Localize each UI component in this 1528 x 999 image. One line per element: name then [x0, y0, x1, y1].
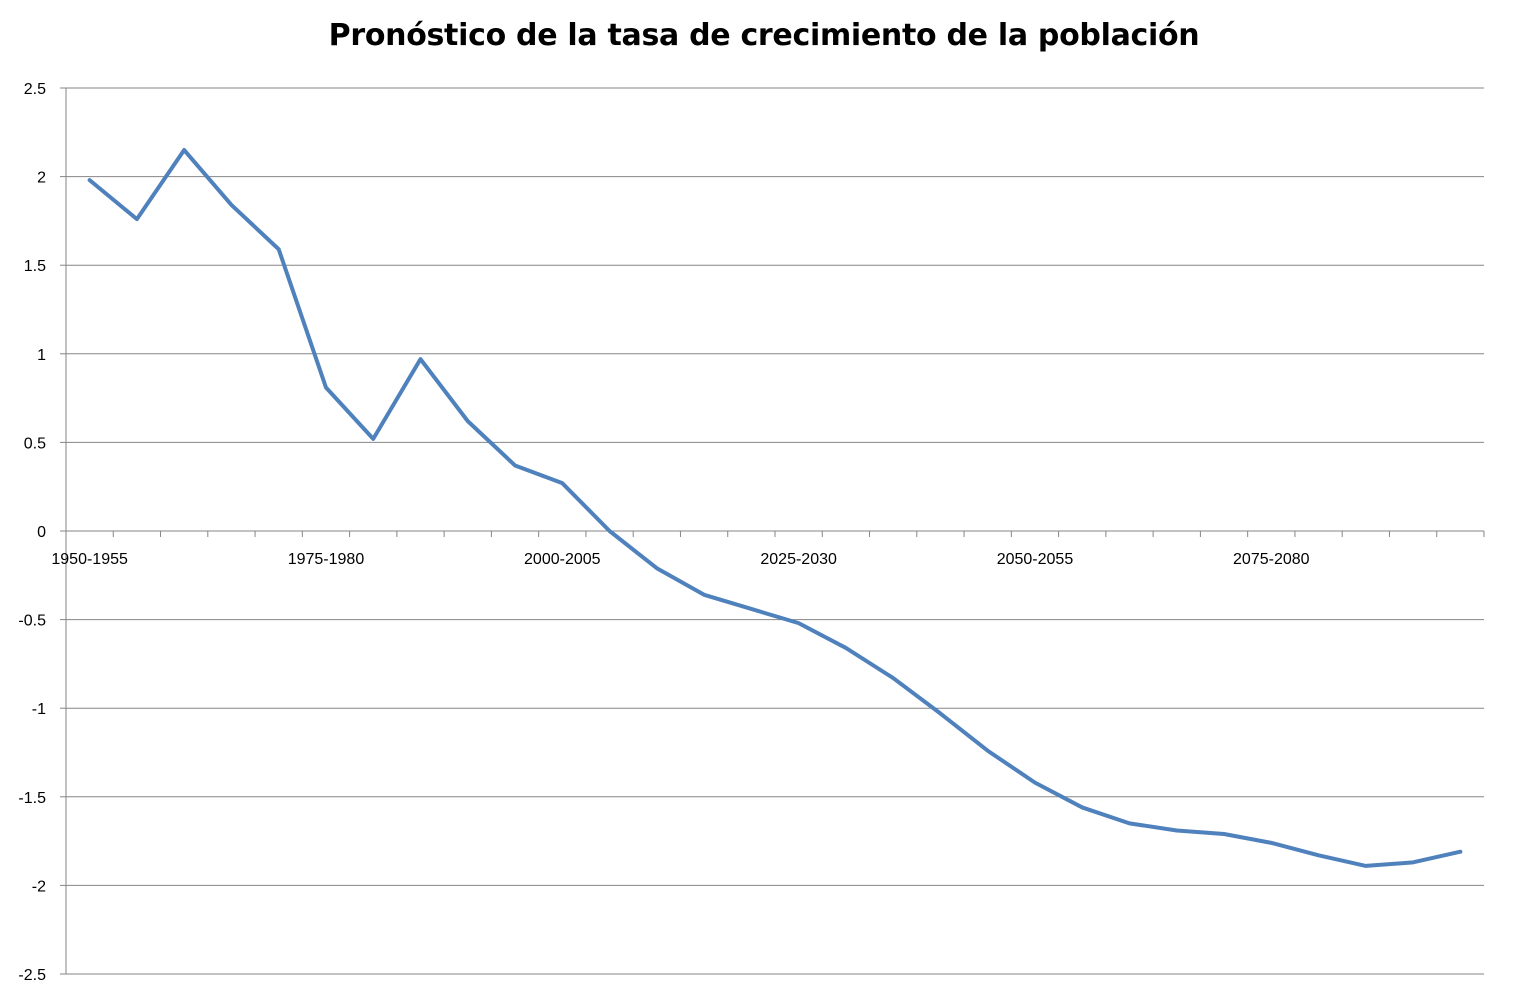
y-tick-label: -1 — [32, 701, 46, 718]
x-axis: 1950-1955 1975-1980 2000-2005 2025-2030 2050… — [51, 530, 1485, 568]
series-lines — [87, 148, 1463, 868]
y-tick-label: -2 — [32, 878, 46, 895]
y-tick-label: 2 — [37, 170, 46, 187]
x-tick-label: 1950-1955 — [51, 551, 128, 568]
y-tick-label: 2.5 — [24, 81, 46, 98]
y-axis: 2.5 2 1.5 1 0.5 0 -0.5 -1 -1.5 -2 -2.5 — [18, 81, 67, 984]
y-tick-label: 0.5 — [24, 435, 46, 452]
y-tick-label: -0.5 — [18, 613, 46, 630]
series-line — [87, 148, 1463, 868]
y-tick-label: -2.5 — [18, 967, 46, 984]
y-tick-label: -1.5 — [18, 790, 46, 807]
x-tick-label: 1975-1980 — [288, 551, 365, 568]
y-tick-label: 1.5 — [24, 258, 46, 275]
gridlines — [66, 87, 1484, 975]
x-tick-label: 2075-2080 — [1233, 551, 1310, 568]
y-tick-label: 1 — [37, 347, 46, 364]
x-tick-label: 2000-2005 — [524, 551, 601, 568]
chart-title: Pronóstico de la tasa de crecimiento de … — [328, 18, 1200, 53]
y-tick-label: 0 — [37, 524, 46, 541]
x-tick-label: 2050-2055 — [997, 551, 1074, 568]
x-tick-label: 2025-2030 — [760, 551, 837, 568]
